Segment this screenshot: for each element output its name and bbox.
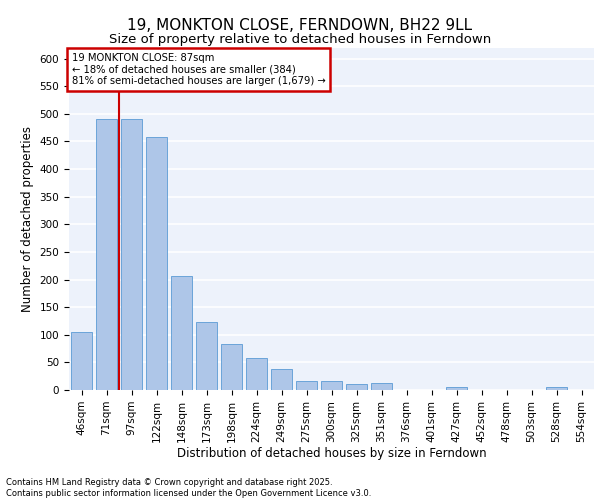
Text: Contains HM Land Registry data © Crown copyright and database right 2025.
Contai: Contains HM Land Registry data © Crown c… — [6, 478, 371, 498]
Bar — [96, 120, 117, 390]
Bar — [296, 381, 317, 390]
Text: Size of property relative to detached houses in Ferndown: Size of property relative to detached ho… — [109, 32, 491, 46]
Text: 19, MONKTON CLOSE, FERNDOWN, BH22 9LL: 19, MONKTON CLOSE, FERNDOWN, BH22 9LL — [127, 18, 473, 32]
Bar — [221, 344, 242, 390]
Bar — [321, 381, 342, 390]
Bar — [121, 120, 142, 390]
Bar — [271, 369, 292, 390]
Bar — [71, 332, 92, 390]
Bar — [146, 137, 167, 390]
Bar — [346, 384, 367, 390]
Bar — [446, 386, 467, 390]
X-axis label: Distribution of detached houses by size in Ferndown: Distribution of detached houses by size … — [176, 448, 487, 460]
Bar — [546, 387, 567, 390]
Y-axis label: Number of detached properties: Number of detached properties — [21, 126, 34, 312]
Bar — [196, 322, 217, 390]
Text: 19 MONKTON CLOSE: 87sqm
← 18% of detached houses are smaller (384)
81% of semi-d: 19 MONKTON CLOSE: 87sqm ← 18% of detache… — [71, 52, 325, 86]
Bar — [246, 358, 267, 390]
Bar — [171, 276, 192, 390]
Bar — [371, 384, 392, 390]
